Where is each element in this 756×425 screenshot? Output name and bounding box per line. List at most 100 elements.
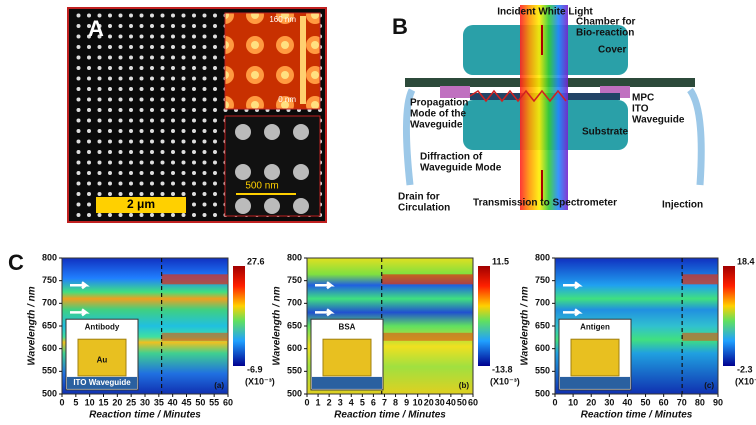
gold [570, 338, 620, 377]
x-tick-label: 10 [85, 397, 95, 407]
x-tick-label: 60 [659, 397, 669, 407]
inset-label: Antigen [580, 322, 610, 331]
label: Waveguide [410, 120, 463, 131]
y-tick-label: 650 [42, 320, 57, 330]
arrow [315, 281, 335, 290]
label: Substrate [582, 127, 629, 138]
x-tick-label: 0 [552, 397, 557, 407]
inset-label: ITO Waveguide [73, 378, 131, 387]
arrow [70, 281, 90, 290]
inset-label: BSA [339, 322, 356, 331]
x-tick-label: 8 [393, 397, 398, 407]
label: Mode of the [410, 109, 467, 120]
tube [687, 87, 705, 186]
panel-label: A [88, 16, 104, 41]
colorbar-max: 27.6 [247, 256, 265, 266]
x-tick-label: 30 [140, 397, 150, 407]
x-tick-label: 20 [112, 397, 122, 407]
x-tick-label: 80 [695, 397, 705, 407]
waveguide [67, 376, 137, 389]
heatmap-band [381, 274, 473, 285]
x-tick-label: 55 [209, 397, 219, 407]
particles [235, 124, 309, 214]
scale-bar-text: 2 μm [127, 197, 155, 211]
x-tick-label: 60 [468, 397, 478, 407]
x-axis-label: Reaction time / Minutes [89, 410, 201, 421]
y-tick-label: 650 [287, 320, 302, 330]
y-tick-label: 700 [535, 298, 550, 308]
x-tick-label: 40 [622, 397, 632, 407]
heatmap-band [161, 274, 228, 285]
x-tick-label: 6 [371, 397, 376, 407]
label: Transmission to Spectrometer [473, 198, 617, 209]
tube [402, 88, 416, 186]
label: ITO [632, 104, 649, 115]
seal [440, 86, 470, 98]
x-tick-label: 3 [338, 397, 343, 407]
x-tick-label: 1 [316, 397, 321, 407]
afm-max: 160 nm [269, 15, 296, 24]
waveguide [560, 376, 630, 389]
y-axis-label: Wavelength / nm [27, 286, 38, 365]
x-tick-label: 5 [360, 397, 365, 407]
x-tick-label: 90 [713, 397, 723, 407]
light-beam [520, 5, 568, 210]
arrow [563, 308, 583, 317]
inset-scale-text: 500 nm [245, 181, 278, 192]
arrow [70, 308, 90, 317]
label: Waveguide [632, 115, 685, 126]
x-tick-label: 0 [59, 397, 64, 407]
colorbar [478, 266, 490, 366]
x-tick-label: 50 [457, 397, 467, 407]
colorbar [723, 266, 735, 366]
x-tick-label: 30 [435, 397, 445, 407]
y-tick-label: 750 [42, 275, 57, 285]
arrow [563, 281, 583, 290]
x-tick-label: 35 [154, 397, 164, 407]
afm-scale [300, 16, 306, 104]
x-tick-label: 15 [98, 397, 108, 407]
label: Injection [662, 200, 703, 211]
colorbar-unit: (X10⁻³) [735, 376, 756, 386]
y-tick-label: 500 [287, 388, 302, 398]
colorbar-unit: (X10⁻³) [490, 376, 520, 386]
heatmap-band [381, 332, 473, 341]
x-tick-label: 50 [641, 397, 651, 407]
heatmap-band [682, 274, 718, 285]
afm-min: 0 nm [278, 95, 296, 104]
y-tick-label: 750 [535, 275, 550, 285]
y-tick-label: 700 [287, 298, 302, 308]
colorbar-unit: (X10⁻³) [245, 376, 275, 386]
label: Circulation [398, 203, 450, 214]
x-axis-label: Reaction time / Minutes [581, 410, 693, 421]
colorbar-max: 11.5 [492, 256, 509, 266]
colorbar-min: -2.3 [737, 364, 753, 374]
label: MPC [632, 93, 654, 104]
x-tick-label: 7 [382, 397, 387, 407]
inset-label: Au [97, 356, 108, 365]
label: Drain for [398, 192, 440, 203]
plot-tag: (a) [214, 381, 224, 390]
y-tick-label: 500 [42, 388, 57, 398]
gold [77, 338, 127, 377]
x-tick-label: 50 [195, 397, 205, 407]
y-tick-label: 550 [535, 366, 550, 376]
panel-label: C [8, 250, 24, 275]
gold [322, 338, 372, 377]
label: Diffraction of [420, 152, 483, 163]
y-tick-label: 800 [535, 252, 550, 262]
colorbar [233, 266, 245, 366]
y-axis-label: Wavelength / nm [520, 286, 531, 365]
label: Waveguide Mode [420, 163, 502, 174]
scale-bar [96, 197, 186, 213]
x-tick-label: 0 [304, 397, 309, 407]
x-tick-label: 40 [168, 397, 178, 407]
y-tick-label: 600 [42, 343, 57, 353]
y-tick-label: 800 [287, 252, 302, 262]
x-tick-label: 10 [568, 397, 578, 407]
heatmap-band [161, 332, 228, 341]
label: Bio-reaction [576, 28, 634, 39]
waveguide [312, 376, 382, 389]
colorbar-max: 18.4 [737, 256, 755, 266]
label: Incident White Light [497, 7, 593, 18]
